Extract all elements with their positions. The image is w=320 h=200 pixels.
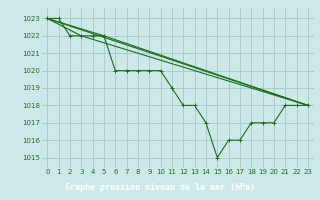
- Text: Graphe pression niveau de la mer (hPa): Graphe pression niveau de la mer (hPa): [65, 182, 255, 192]
